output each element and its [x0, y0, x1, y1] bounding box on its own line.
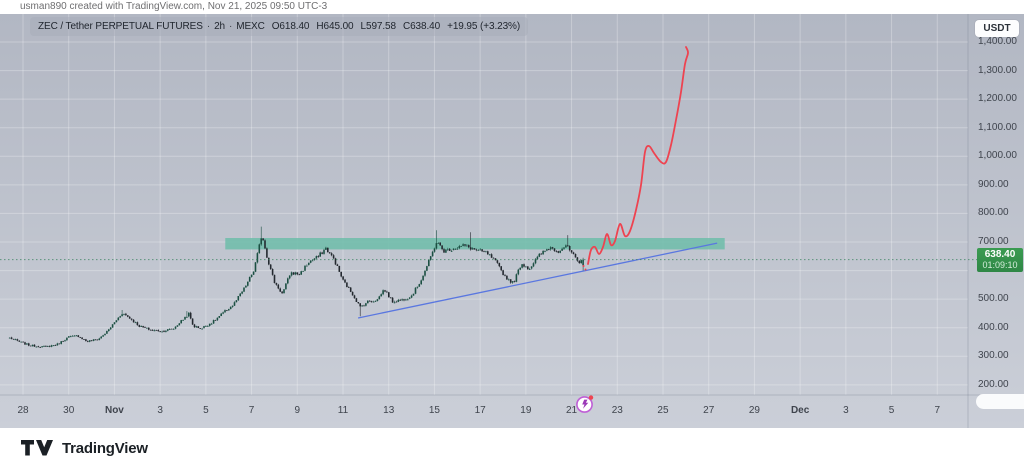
bar-countdown: 01:09:10	[982, 260, 1018, 270]
legend-interval: 2h	[214, 21, 225, 32]
legend-close: C638.40	[402, 21, 441, 32]
projection-start-dot	[584, 268, 587, 271]
tradingview-logo-text: TradingView	[62, 439, 148, 457]
price-scale[interactable]	[968, 14, 1024, 395]
chart-background	[0, 14, 1024, 428]
gridlines	[0, 14, 968, 395]
legend-separator: ·	[229, 21, 233, 32]
lightning-bolt-icon	[582, 399, 589, 409]
legend-separator: ·	[206, 21, 211, 32]
attribution-text: usman890 created with TradingView.com, N…	[20, 1, 328, 12]
events-icon[interactable]	[574, 394, 596, 415]
scale-corner-pill	[976, 394, 1024, 409]
chart-legend[interactable]: ZEC / Tether PERPETUAL FUTURES · 2h · MEXC O6…	[30, 17, 529, 36]
down-candle-bodies	[10, 238, 581, 348]
candlestick-series	[8, 226, 584, 348]
tradingview-logo[interactable]: TradingView	[20, 437, 148, 459]
last-price-badge: 638.40 01:09:10	[977, 248, 1023, 272]
notification-dot	[588, 395, 594, 400]
legend-change: +19.95 (+3.23%)	[447, 21, 521, 32]
bottom-bar	[0, 428, 1024, 465]
resistance-zone	[225, 238, 725, 250]
legend-open: O618.40	[271, 21, 310, 32]
currency-unit-button[interactable]: USDT	[975, 20, 1019, 37]
top-bar	[0, 0, 1024, 14]
last-price-value: 638.40	[984, 249, 1016, 260]
legend-low: L597.58	[360, 21, 397, 32]
support-trendline	[357, 242, 718, 319]
up-candle-bodies	[8, 238, 584, 348]
projection-curve	[587, 46, 689, 265]
projection-start-dot	[582, 265, 585, 267]
time-scale[interactable]	[0, 395, 968, 428]
legend-exchange: MEXC	[236, 21, 265, 32]
tradingview-logo-icon	[21, 440, 53, 456]
legend-high: H645.00	[316, 21, 354, 32]
legend-symbol: ZEC / Tether PERPETUAL FUTURES	[38, 21, 203, 32]
